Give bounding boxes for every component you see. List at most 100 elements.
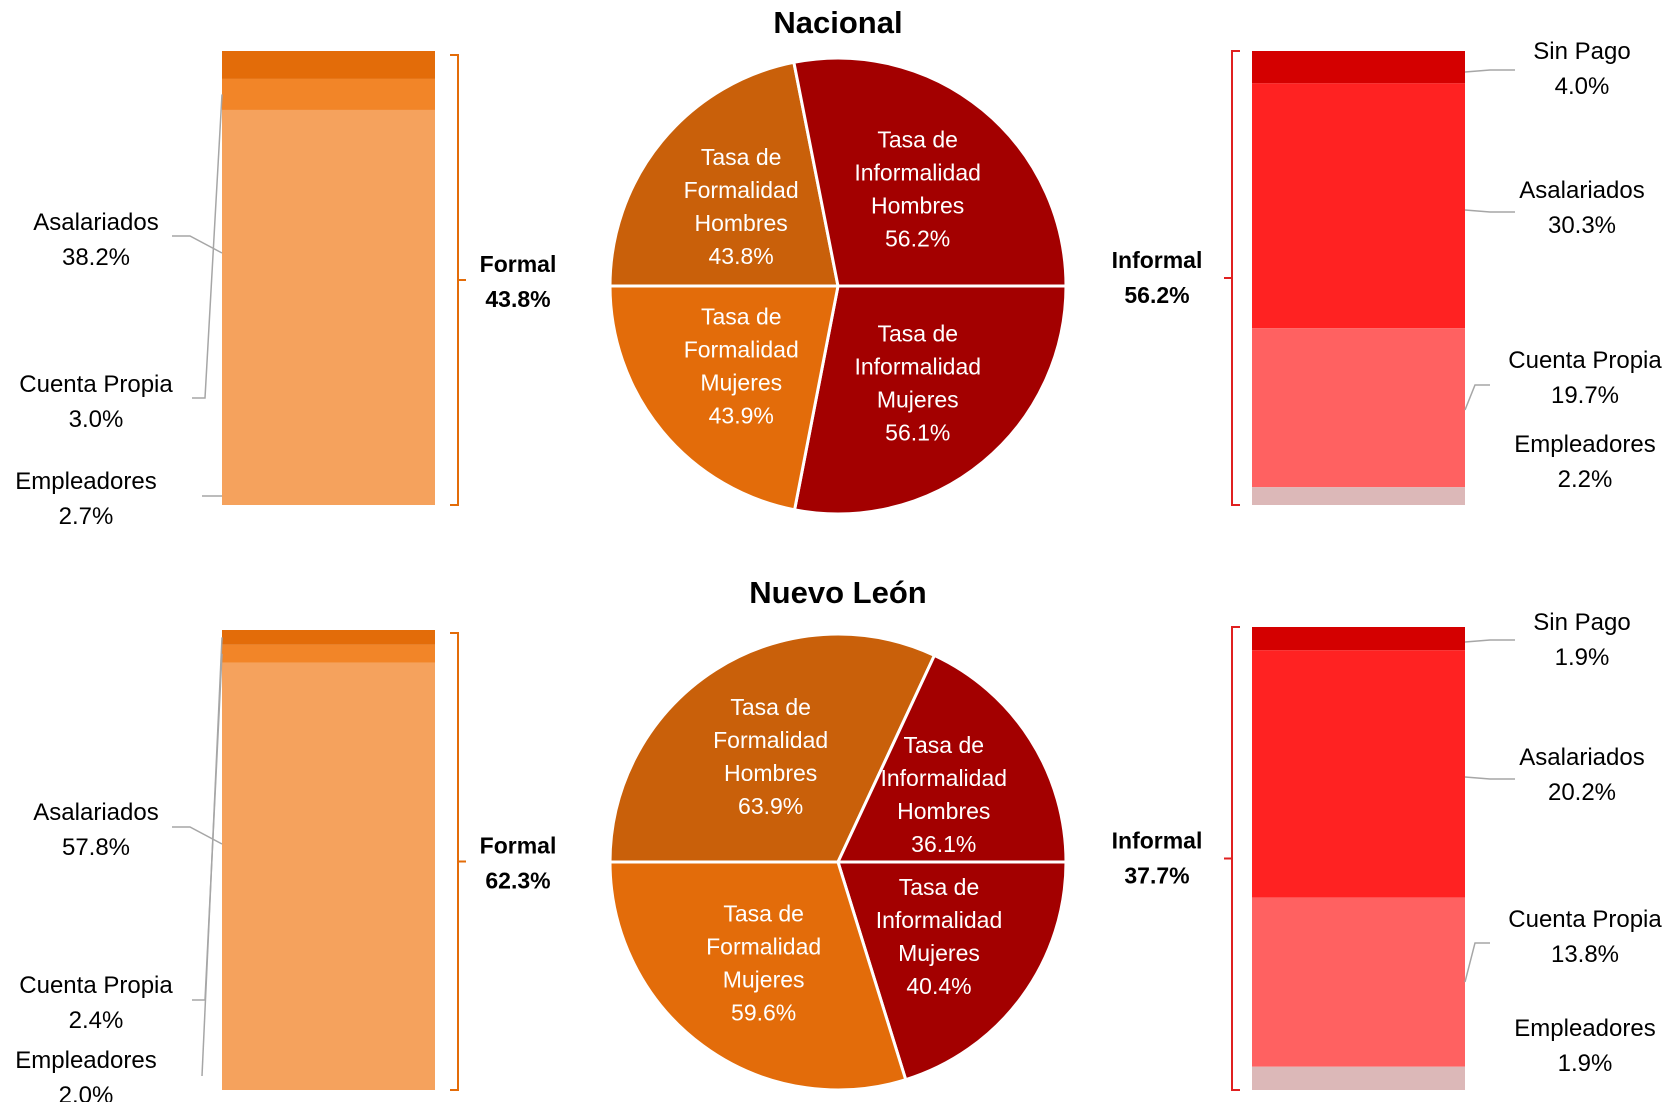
informal-value-asalariados: 20.2% <box>1548 779 1616 806</box>
pie-label-formalidad-hombres-line-2: Hombres <box>724 760 817 786</box>
informal-value-sin-pago: 4.0% <box>1555 73 1610 100</box>
pie-slice-informalidad-mujeres <box>792 284 1068 516</box>
formal-bracket-value: 43.8% <box>485 286 550 312</box>
formal-bracket-label: Formal <box>480 833 557 859</box>
pie-slice-formalidad-hombres <box>608 60 840 288</box>
pie-label-formalidad-hombres-line-0: Tasa de <box>701 144 782 170</box>
formal-label-empleadores: Empleadores <box>15 1047 156 1074</box>
pie-label-formalidad-mujeres-line-0: Tasa de <box>723 901 804 927</box>
informal-label-cuenta-propia: Cuenta Propia <box>1508 906 1662 933</box>
informal-bar-segment-sin-pago <box>1252 51 1465 84</box>
informal-value-empleadores: 1.9% <box>1558 1050 1613 1077</box>
chart-title: Nacional <box>773 5 902 40</box>
informal-bracket <box>1224 626 1240 1091</box>
formal-value-cuenta-propia: 3.0% <box>69 406 124 433</box>
pie-label-informalidad-mujeres-line-0: Tasa de <box>899 874 980 900</box>
informal-value-sin-pago: 1.9% <box>1555 644 1610 671</box>
pie-label-informalidad-hombres-line-3: 36.1% <box>911 831 976 857</box>
pie-label-informalidad-mujeres-line-1: Informalidad <box>854 353 981 379</box>
chart-title: Nuevo León <box>749 575 926 610</box>
informal-label-cuenta-propia: Cuenta Propia <box>1508 347 1662 374</box>
pie-label-formalidad-hombres-line-3: 63.9% <box>738 793 803 819</box>
pie-label-informalidad-mujeres-line-3: 56.1% <box>885 419 950 445</box>
pie-label-informalidad-hombres-line-3: 56.2% <box>885 226 950 252</box>
pie-label-formalidad-mujeres-line-3: 59.6% <box>731 1000 796 1026</box>
formal-bracket-label: Formal <box>480 251 557 277</box>
formal-label-asalariados: Asalariados <box>33 209 158 236</box>
informal-label-empleadores: Empleadores <box>1514 431 1655 458</box>
formal-bar-segment-asalariados <box>222 109 435 506</box>
leader-line-empleadores <box>201 637 223 1077</box>
formal-label-empleadores: Empleadores <box>15 468 156 495</box>
pie-slice-informalidad-hombres <box>835 653 1068 864</box>
formal-label-cuenta-propia: Cuenta Propia <box>19 972 173 999</box>
informal-bar-segment-asalariados <box>1252 650 1465 898</box>
informal-bracket-label: Informal <box>1112 828 1203 854</box>
pie-slice-informalidad-mujeres <box>835 860 1068 1082</box>
formal-label-cuenta-propia: Cuenta Propia <box>19 371 173 398</box>
formal-value-empleadores: 2.0% <box>59 1082 114 1102</box>
informal-label-empleadores: Empleadores <box>1514 1015 1655 1042</box>
panel-nuevo-leon: Nuevo León Asalariados 57.8% Cuenta Propia 2… <box>15 575 1662 1102</box>
pie-label-formalidad-mujeres-line-1: Formalidad <box>684 336 799 362</box>
pie-label-informalidad-hombres-line-0: Tasa de <box>877 127 958 153</box>
informal-value-asalariados: 30.3% <box>1548 212 1616 239</box>
informal-value-cuenta-propia: 19.7% <box>1551 382 1619 409</box>
pie-label-formalidad-hombres-line-1: Formalidad <box>713 727 828 753</box>
pie-label-informalidad-hombres-line-1: Informalidad <box>854 160 981 186</box>
leader-line-sin-pago <box>1464 639 1515 643</box>
informal-value-cuenta-propia: 13.8% <box>1551 941 1619 968</box>
pie-label-informalidad-hombres-line-1: Informalidad <box>880 765 1007 791</box>
pie-label-informalidad-mujeres-line-2: Mujeres <box>877 386 959 412</box>
panel-nacional: Nacional Asalariados 38.2% Cuenta Propia 3.0… <box>15 5 1662 530</box>
informal-bar-segment-cuenta-propia <box>1252 897 1465 1067</box>
leader-line-asalariados <box>1464 209 1515 213</box>
pie-label-formalidad-mujeres-line-0: Tasa de <box>701 303 782 329</box>
pie-label-formalidad-mujeres-line-3: 43.9% <box>709 402 774 428</box>
formal-bar-segment-empleadores <box>222 51 435 79</box>
pie-label-informalidad-mujeres-line-3: 40.4% <box>906 973 971 999</box>
pie-label-formalidad-hombres-line-3: 43.8% <box>709 243 774 269</box>
pie-label-formalidad-mujeres-line-1: Formalidad <box>706 934 821 960</box>
informal-bar-segment-empleadores <box>1252 487 1465 505</box>
formal-bar-segment-empleadores <box>222 630 435 645</box>
informal-label-sin-pago: Sin Pago <box>1533 609 1630 636</box>
informal-bracket <box>1224 50 1240 506</box>
pie-label-formalidad-hombres-line-0: Tasa de <box>730 694 811 720</box>
informal-label-sin-pago: Sin Pago <box>1533 38 1630 65</box>
leader-line-cuenta-propia <box>192 653 223 1001</box>
informal-bracket-value: 56.2% <box>1124 282 1189 308</box>
informal-bar-segment-sin-pago <box>1252 627 1465 651</box>
formal-value-cuenta-propia: 2.4% <box>69 1007 124 1034</box>
pie-label-informalidad-mujeres-line-1: Informalidad <box>876 907 1003 933</box>
pie-label-formalidad-hombres-line-2: Hombres <box>694 210 787 236</box>
informal-bar-segment-empleadores <box>1252 1066 1465 1090</box>
formal-bar-segment-cuenta-propia <box>222 78 435 110</box>
pie-label-formalidad-mujeres-line-2: Mujeres <box>700 369 782 395</box>
formal-value-asalariados: 38.2% <box>62 244 130 271</box>
leader-line-asalariados <box>172 826 223 845</box>
pie-label-informalidad-hombres-line-0: Tasa de <box>903 732 984 758</box>
formal-bracket <box>450 54 466 506</box>
leader-line-cuenta-propia <box>192 94 223 399</box>
pie-slice-formalidad-mujeres <box>608 284 840 512</box>
formal-bar-segment-asalariados <box>222 662 435 1090</box>
pie-label-informalidad-mujeres-line-0: Tasa de <box>877 320 958 346</box>
formal-bracket-value: 62.3% <box>485 868 550 894</box>
pie-slice-formalidad-mujeres <box>608 860 908 1092</box>
pie-label-informalidad-mujeres-line-2: Mujeres <box>898 940 980 966</box>
pie-label-formalidad-mujeres-line-2: Mujeres <box>723 967 805 993</box>
formal-value-empleadores: 2.7% <box>59 503 114 530</box>
pie-slice-formalidad-hombres <box>608 632 937 864</box>
leader-line-asalariados <box>1464 776 1515 780</box>
leader-line-asalariados <box>172 235 223 254</box>
informal-bracket-value: 37.7% <box>1124 863 1189 889</box>
leader-line-cuenta-propia <box>1464 384 1490 411</box>
formal-bar-segment-cuenta-propia <box>222 644 435 663</box>
formal-bracket <box>450 632 466 1091</box>
pie-label-informalidad-hombres-line-2: Hombres <box>897 798 990 824</box>
informal-label-asalariados: Asalariados <box>1519 744 1644 771</box>
informal-value-empleadores: 2.2% <box>1558 466 1613 493</box>
leader-line-cuenta-propia <box>1464 942 1490 983</box>
